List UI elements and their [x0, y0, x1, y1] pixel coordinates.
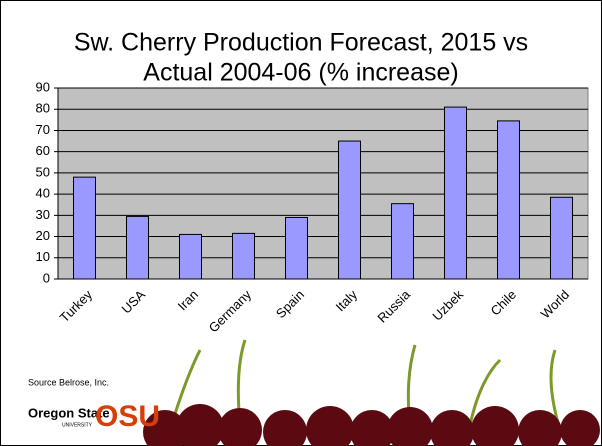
- bar: [179, 233, 202, 280]
- bar: [391, 203, 414, 280]
- chart-title: Sw. Cherry Production Forecast, 2015 vs: [74, 29, 528, 57]
- bar: [497, 120, 520, 280]
- bar: [338, 140, 361, 280]
- y-tick-label: 30: [36, 207, 50, 222]
- logo-mark: OSU: [95, 400, 160, 433]
- bar: [444, 106, 467, 280]
- y-tick-label: 90: [36, 79, 50, 94]
- y-tick-label: 70: [36, 122, 50, 137]
- logo-sub: UNIVERSITY: [62, 422, 93, 428]
- y-tick-label: 60: [36, 143, 50, 158]
- y-tick-label: 80: [36, 101, 50, 116]
- chart-subtitle: Actual 2004-06 (% increase): [143, 59, 458, 87]
- bar: [126, 215, 149, 280]
- source-note: Source Belrose, Inc.: [28, 377, 109, 387]
- y-tick-label: 0: [43, 270, 50, 285]
- bar: [232, 232, 255, 280]
- bar: [550, 196, 573, 280]
- y-tick-label: 40: [36, 186, 50, 201]
- logo-name: Oregon State: [28, 405, 110, 420]
- y-tick-label: 20: [36, 228, 50, 243]
- y-tick-label: 10: [36, 249, 50, 264]
- y-tick-label: 50: [36, 164, 50, 179]
- bar: [73, 176, 96, 280]
- cherries: [143, 339, 600, 446]
- bar: [285, 216, 308, 280]
